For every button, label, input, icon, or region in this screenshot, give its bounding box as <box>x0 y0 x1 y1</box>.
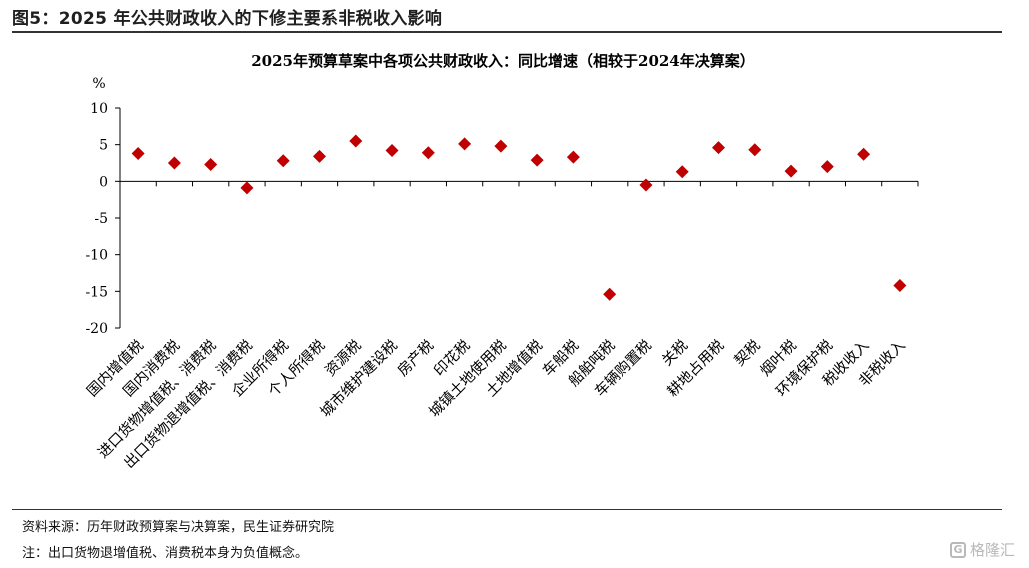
y-tick-label: -20 <box>85 321 108 337</box>
data-point-diamond <box>893 278 907 292</box>
y-tick-label: 10 <box>90 101 108 117</box>
data-point-diamond <box>421 146 435 160</box>
x-category-label: 关税 <box>659 336 692 369</box>
chart-title: 2025年预算草案中各项公共财政收入：同比增速（相较于2024年决算案） <box>251 52 755 70</box>
data-point-diamond <box>349 134 363 148</box>
data-point-diamond <box>131 146 145 160</box>
data-point-diamond <box>494 139 508 153</box>
scatter-chart: 2025年预算草案中各项公共财政收入：同比增速（相较于2024年决算案） % 1… <box>84 52 919 472</box>
data-point-diamond <box>566 150 580 164</box>
y-tick-label: -10 <box>85 248 108 264</box>
data-point-diamond <box>820 160 834 174</box>
data-point-diamond <box>712 141 725 155</box>
top-rule <box>12 31 1002 33</box>
data-point-diamond <box>603 287 617 301</box>
data-point-diamond <box>313 149 326 163</box>
y-axis: 10 5 0 -5 -10 -15 -20 <box>85 101 121 337</box>
data-point-diamond <box>530 153 544 167</box>
data-point-diamond <box>857 147 871 161</box>
watermark-logo-icon: G <box>949 541 966 558</box>
data-point-diamond <box>204 157 218 171</box>
watermark-text: 格隆汇 <box>969 541 1015 559</box>
data-points <box>131 134 907 301</box>
x-category-label: 契税 <box>731 336 764 369</box>
data-point-diamond <box>167 156 181 170</box>
category-labels: 国内增值税国内消费税进口货物增值税、消费税出口货物退增值税、消费税企业所得税个人… <box>84 336 909 472</box>
data-point-diamond <box>784 164 798 178</box>
source-note: 资料来源：历年财政预算案与决算案，民生证券研究院 <box>22 520 335 535</box>
data-point-diamond <box>458 137 472 151</box>
x-category-label: 房产税 <box>394 336 437 379</box>
y-tick-label: -5 <box>94 211 108 227</box>
bottom-rule <box>12 509 1002 510</box>
data-point-diamond <box>675 165 689 179</box>
data-point-diamond <box>240 181 254 195</box>
figure-title: 图5：2025 年公共财政收入的下修主要系非税收入影响 <box>12 9 443 29</box>
data-point-diamond <box>748 143 762 157</box>
data-point-diamond <box>276 154 290 168</box>
x-axis <box>119 180 919 187</box>
data-point-diamond <box>639 178 653 192</box>
y-axis-unit: % <box>92 76 105 92</box>
data-point-diamond <box>385 144 399 158</box>
footnote: 注：出口货物退增值税、消费税本身为负值概念。 <box>22 546 309 561</box>
y-tick-label: 5 <box>99 138 108 154</box>
watermark: G 格隆汇 <box>949 539 1015 560</box>
y-tick-label: 0 <box>99 174 108 190</box>
y-tick-label: -15 <box>85 284 108 300</box>
